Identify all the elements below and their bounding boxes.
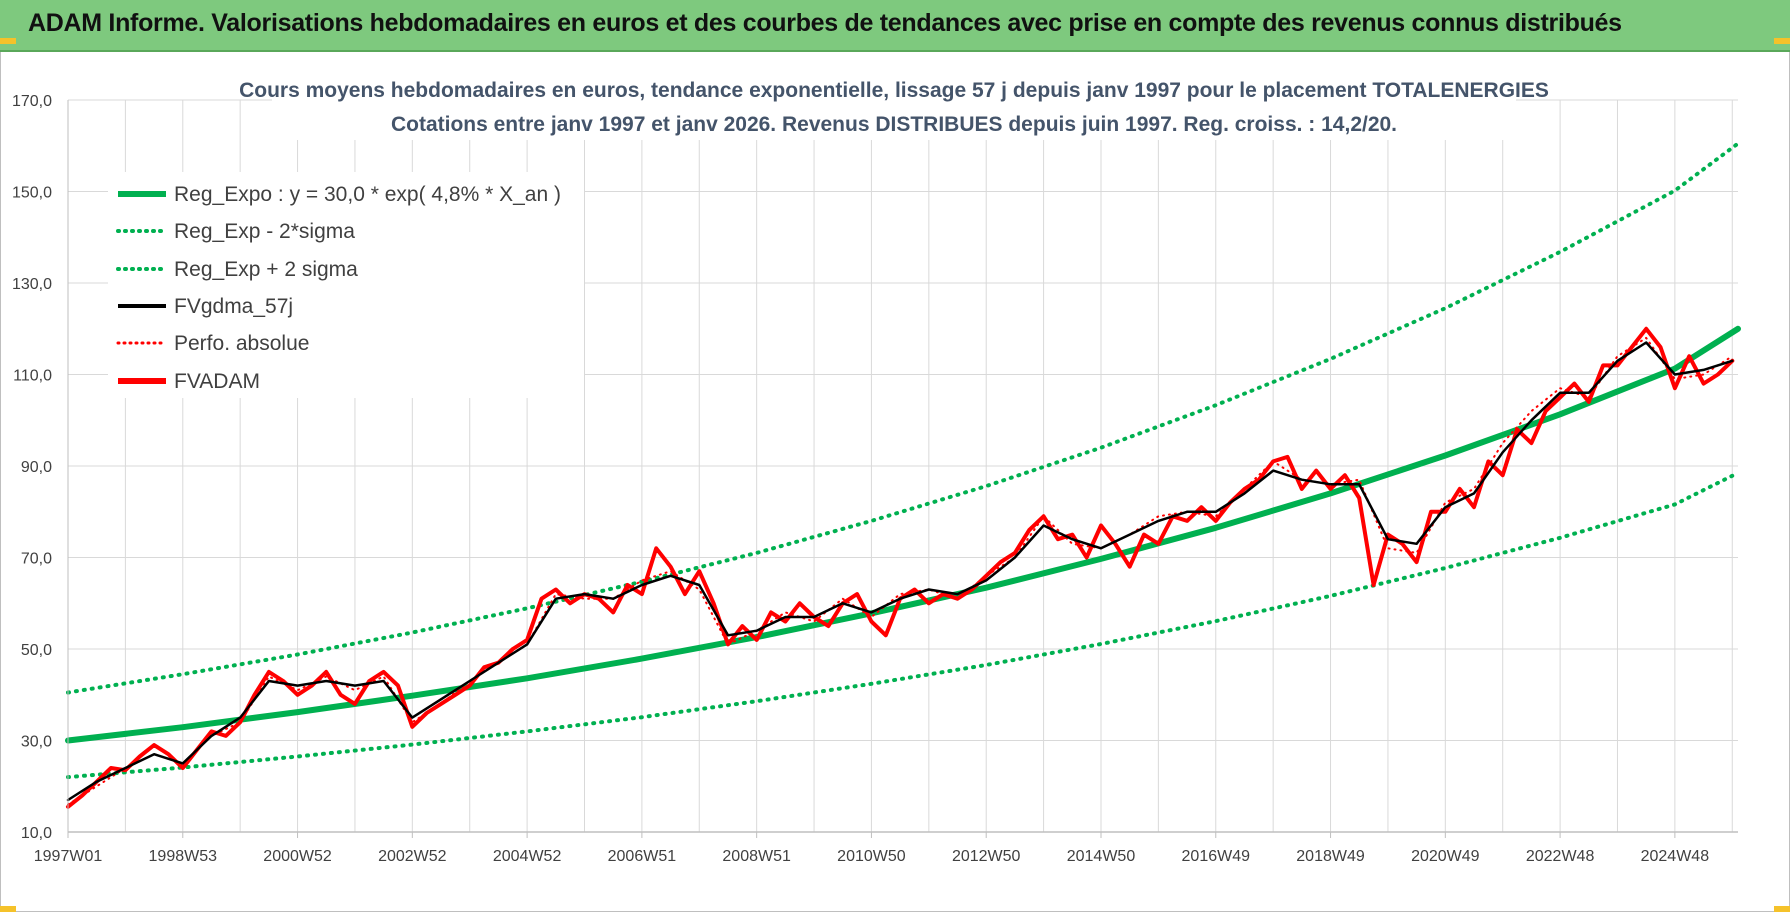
legend-label-fvadam: FVADAM [174, 370, 260, 393]
x-tick-label: 2024W48 [1641, 848, 1710, 865]
price-lines [66, 326, 1735, 809]
series-fvgdma [66, 341, 1734, 802]
y-tick-label: 10,0 [21, 825, 52, 842]
x-tick-label: 2020W49 [1411, 848, 1480, 865]
banner: ADAM Informe. Valorisations hebdomadaire… [0, 0, 1790, 52]
x-tick-label: 2022W48 [1526, 848, 1595, 865]
legend-bg [108, 172, 584, 398]
x-tick-label: 2006W51 [608, 848, 677, 865]
legend-label-perfo: Perfo. absolue [174, 332, 309, 355]
corner-marker-br [1774, 906, 1790, 912]
x-tick-label: 2008W51 [722, 848, 791, 865]
y-tick-label: 170,0 [12, 93, 52, 110]
axes: 10,0 30,0 50,0 70,0 90,0 110,0 130,0 150,0 170,0… [12, 93, 1738, 865]
y-tick-label: 130,0 [12, 276, 52, 293]
corner-marker-tl [0, 38, 16, 44]
banner-title: ADAM Informe. Valorisations hebdomadaire… [28, 9, 1622, 37]
corner-marker-tr [1774, 38, 1790, 44]
x-tick-label: 2014W50 [1067, 848, 1136, 865]
chart-title-line-1: Cours moyens hebdomadaires en euros, ten… [239, 79, 1549, 102]
legend-label-reg-expo: Reg_Expo : y = 30,0 * exp( 4,8% * X_an ) [174, 183, 561, 206]
y-tick-label: 50,0 [21, 642, 52, 659]
series-perfo [67, 336, 1734, 806]
x-tick-label: 1997W01 [34, 848, 103, 865]
legend-label-reg-exp-plus: Reg_Exp + 2 sigma [174, 258, 358, 281]
series-fvadam [66, 326, 1735, 809]
series-reg-exp-plus [66, 141, 1740, 695]
x-tick-label: 2018W49 [1296, 848, 1365, 865]
chart-title-line-2: Cotations entre janv 1997 et janv 2026. … [391, 113, 1397, 136]
series-reg-exp-minus [66, 470, 1740, 780]
x-tick-label: 2012W50 [952, 848, 1021, 865]
x-tick-label: 2010W50 [837, 848, 906, 865]
y-tick-label: 150,0 [12, 185, 52, 202]
legend: Reg_Expo : y = 30,0 * exp( 4,8% * X_an )… [108, 172, 584, 398]
x-tick-label: 2004W52 [493, 848, 562, 865]
x-tick-label: 2016W49 [1182, 848, 1251, 865]
x-tick-label: 1998W53 [149, 848, 218, 865]
y-tick-label: 70,0 [21, 551, 52, 568]
legend-label-fvgdma: FVgdma_57j [174, 295, 293, 318]
legend-label-reg-exp-minus: Reg_Exp - 2*sigma [174, 220, 355, 243]
x-tick-label: 2000W52 [263, 848, 332, 865]
chart-title-bg [272, 74, 1516, 140]
corner-marker-bl [0, 906, 16, 912]
x-tick-label: 2002W52 [378, 848, 447, 865]
y-tick-label: 110,0 [13, 368, 52, 385]
y-tick-label: 90,0 [21, 459, 52, 476]
y-tick-label: 30,0 [21, 734, 52, 751]
